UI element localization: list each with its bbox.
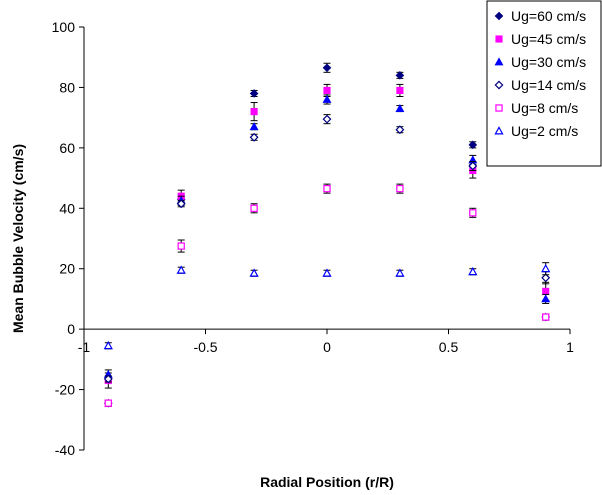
legend-entry: Ug=8 cm/s (511, 100, 578, 116)
legend-box (486, 0, 602, 167)
x-tick-label: -0.5 (193, 339, 217, 355)
legend: Ug=60 cm/s Ug=45 cm/s Ug=30 cm/s Ug=14 cm/s… (486, 0, 602, 167)
x-axis-title: Radial Position (r/R) (260, 474, 394, 490)
y-tick-label: -20 (55, 382, 75, 398)
data-point (177, 242, 185, 250)
legend-marker (494, 80, 504, 90)
x-tick-label: -1 (78, 339, 91, 355)
data-point (249, 132, 259, 142)
legend-marker (494, 57, 504, 66)
y-tick-label: 60 (59, 140, 75, 156)
data-point (322, 94, 332, 103)
data-point (541, 273, 551, 283)
legend-marker (494, 11, 504, 21)
data-point (103, 340, 113, 350)
data-point (176, 199, 186, 209)
data-point (250, 204, 258, 212)
x-tick-label: 1 (566, 339, 574, 355)
legend-entry: Ug=2 cm/s (511, 123, 578, 139)
x-tick-label: 0 (323, 339, 331, 355)
data-point (395, 103, 405, 112)
data-point (249, 89, 259, 98)
y-tick-label: 80 (59, 79, 75, 95)
ticks: -40 -20 0 20 40 60 80 100 -1 -0.5 0 0.5 1 (52, 19, 574, 458)
legend-entry: Ug=30 cm/s (511, 54, 586, 70)
data-point (468, 161, 478, 171)
y-tick-label: 20 (59, 261, 75, 277)
data-point (322, 114, 332, 124)
data-point (542, 313, 550, 321)
data-point (104, 399, 112, 407)
legend-marker (495, 104, 503, 112)
data-point (249, 268, 259, 277)
series-5 (104, 183, 550, 407)
y-tick-label: 0 (67, 321, 75, 337)
data-point (396, 86, 404, 95)
data-point (322, 63, 332, 73)
data-marks (103, 62, 551, 408)
data-point (395, 71, 405, 80)
x-tick-label: 0.5 (439, 339, 459, 355)
data-point (469, 209, 477, 217)
data-point (468, 140, 478, 150)
data-point (541, 263, 551, 273)
data-point (395, 268, 405, 277)
y-tick-label: 100 (52, 19, 76, 35)
legend-entry: Ug=45 cm/s (511, 31, 586, 47)
data-point (250, 108, 258, 116)
legend-marker (495, 35, 503, 43)
data-point (322, 268, 332, 277)
legend-marker (494, 126, 504, 135)
series-3 (103, 94, 551, 380)
data-point (249, 122, 259, 131)
legend-entry: Ug=14 cm/s (511, 77, 586, 93)
data-point (396, 184, 404, 193)
data-point (541, 294, 551, 303)
legend-entry: Ug=60 cm/s (511, 8, 586, 24)
series-4 (103, 114, 551, 384)
y-tick-label: 40 (59, 200, 75, 216)
data-point (542, 287, 550, 295)
data-point (395, 125, 405, 135)
data-point (468, 266, 478, 276)
data-point (323, 184, 331, 193)
data-point (103, 374, 113, 384)
series-6 (103, 262, 551, 350)
data-point (323, 86, 331, 95)
y-tick-label: -40 (55, 442, 75, 458)
data-point (176, 265, 186, 274)
y-axis-title: Mean Bubble Velocity (cm/s) (10, 144, 26, 333)
